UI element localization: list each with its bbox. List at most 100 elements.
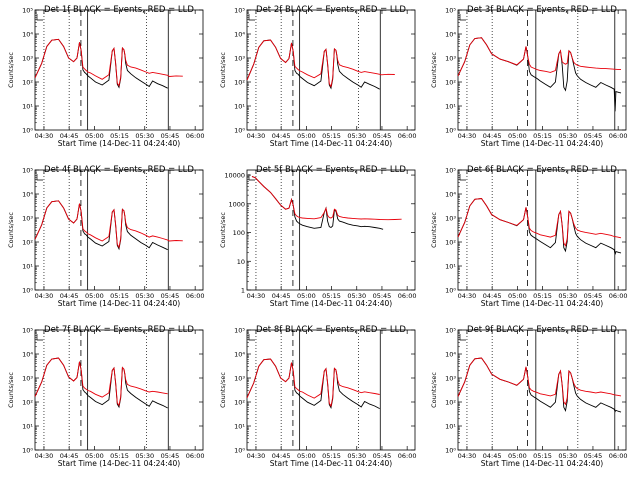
x-tick-label: 05:30 — [135, 292, 154, 300]
y-tick-label: 10¹ — [22, 423, 33, 431]
x-tick-label: 05:45 — [161, 452, 180, 460]
chart-title: Det 9f BLACK = Events, RED = LLD — [467, 325, 617, 335]
y-axis-label: Counts/sec — [7, 212, 15, 248]
chart-panel-1: 10⁰ 10¹ 10² 10³ 10⁴ 10⁵ 04:30 04:45 05:00 05:15 05… — [7, 5, 205, 148]
y-tick-label: 10⁵ — [22, 167, 33, 175]
x-tick-label: 05:30 — [558, 132, 577, 140]
x-tick-label: 05:00 — [85, 452, 104, 460]
y-tick-label: 1 — [241, 287, 245, 295]
y-tick-label: 10⁴ — [234, 31, 245, 39]
corner-bracket — [36, 334, 43, 341]
x-tick-label: 05:30 — [135, 452, 154, 460]
series-line-lld — [457, 198, 622, 247]
y-tick-label: 10¹ — [445, 423, 456, 431]
x-tick-label: 05:45 — [373, 292, 392, 300]
corner-bracket — [248, 174, 255, 181]
y-tick-label: 10³ — [234, 375, 245, 383]
y-axis-label: Counts/sec — [7, 52, 15, 88]
x-tick-label: 04:30 — [247, 452, 266, 460]
y-tick-label: 10⁰ — [234, 127, 245, 135]
x-tick-label: 05:45 — [161, 292, 180, 300]
chart-panel-8: 10⁰ 10¹ 10² 10³ 10⁴ 10⁵ 04:30 04:45 05:00 05:15 05… — [219, 325, 417, 468]
plot-frame — [34, 169, 204, 291]
corner-bracket — [248, 14, 255, 21]
y-axis-label: Counts/sec — [219, 212, 227, 248]
y-tick-label: 10³ — [22, 375, 33, 383]
chart-title: Det 3f BLACK = Events, RED = LLD — [467, 5, 617, 15]
x-tick-label: 05:30 — [558, 292, 577, 300]
x-tick-label: 05:30 — [347, 452, 366, 460]
chart-panel-9: 10⁰ 10¹ 10² 10³ 10⁴ 10⁵ 04:30 04:45 05:00 05:15 05… — [430, 325, 628, 468]
plot-frame — [457, 9, 627, 131]
y-tick-label: 10² — [22, 399, 33, 407]
y-tick-label: 10¹ — [22, 103, 33, 111]
x-tick-label: 04:45 — [60, 452, 79, 460]
x-tick-label: 05:15 — [322, 452, 341, 460]
y-axis-label: Counts/sec — [219, 372, 227, 408]
y-tick-label: 10¹ — [445, 103, 456, 111]
plot-frame — [457, 169, 627, 291]
plot-frame — [246, 9, 416, 131]
x-tick-label: 05:15 — [110, 292, 129, 300]
x-tick-label: 05:00 — [85, 292, 104, 300]
x-tick-label: 05:15 — [322, 292, 341, 300]
x-tick-label: 04:30 — [247, 292, 266, 300]
y-tick-label: 10⁵ — [22, 327, 33, 335]
x-tick-label: 05:45 — [373, 452, 392, 460]
series-line-lld — [251, 175, 402, 221]
y-tick-label: 10⁴ — [445, 351, 456, 359]
y-tick-label: 10⁴ — [234, 351, 245, 359]
plot-frame — [246, 329, 416, 451]
x-tick-label: 05:00 — [85, 132, 104, 140]
chart-panel-2: 10⁰ 10¹ 10² 10³ 10⁴ 10⁵ 04:30 04:45 05:00 05:15 05… — [219, 5, 417, 148]
x-tick-label: 06:00 — [186, 452, 205, 460]
chart-title: Det 2f BLACK = Events, RED = LLD — [256, 5, 406, 15]
x-tick-label: 05:15 — [110, 132, 129, 140]
x-tick-label: 06:00 — [609, 292, 628, 300]
x-tick-label: 05:45 — [584, 292, 603, 300]
series-line-lld — [246, 358, 380, 408]
y-axis-label: Counts/sec — [7, 372, 15, 408]
y-tick-label: 10³ — [22, 55, 33, 63]
chart-title: Det 6f BLACK = Events, RED = LLD — [467, 165, 617, 175]
y-tick-label: 10⁵ — [234, 327, 245, 335]
y-tick-label: 10¹ — [234, 103, 245, 111]
x-tick-label: 05:45 — [584, 132, 603, 140]
chart-title: Det 7f BLACK = Events, RED = LLD — [44, 325, 194, 335]
x-axis-label: Start Time (14-Dec-11 04:24:40) — [270, 459, 392, 468]
x-tick-label: 04:45 — [483, 452, 502, 460]
x-axis-label: Start Time (14-Dec-11 04:24:40) — [481, 139, 603, 148]
chart-title: Det 8f BLACK = Events, RED = LLD — [256, 325, 406, 335]
plot-frame — [457, 329, 627, 451]
y-tick-label: 10⁵ — [445, 167, 456, 175]
chart-title: Det 1f BLACK = Events, RED = LLD — [44, 5, 194, 15]
x-tick-label: 04:45 — [60, 292, 79, 300]
y-tick-label: 10² — [234, 79, 245, 87]
y-tick-label: 10000 — [224, 172, 245, 180]
y-tick-label: 10⁰ — [445, 447, 456, 455]
y-tick-label: 100 — [233, 229, 245, 237]
x-tick-label: 05:00 — [297, 132, 316, 140]
x-tick-label: 05:00 — [508, 292, 527, 300]
y-tick-label: 10⁰ — [22, 287, 33, 295]
x-axis-label: Start Time (14-Dec-11 04:24:40) — [481, 459, 603, 468]
y-tick-label: 10² — [445, 239, 456, 247]
y-tick-label: 10⁵ — [445, 7, 456, 15]
y-tick-label: 10⁰ — [445, 127, 456, 135]
x-tick-label: 05:45 — [373, 132, 392, 140]
x-tick-label: 05:00 — [297, 292, 316, 300]
corner-bracket — [248, 334, 255, 341]
y-tick-label: 10¹ — [445, 263, 456, 271]
y-axis-label: Counts/sec — [219, 52, 227, 88]
x-tick-label: 06:00 — [609, 452, 628, 460]
y-axis-label: Counts/sec — [430, 52, 438, 88]
chart-panel-7: 10⁰ 10¹ 10² 10³ 10⁴ 10⁵ 04:30 04:45 05:00 05:15 05… — [7, 325, 205, 468]
y-tick-label: 10⁰ — [234, 447, 245, 455]
corner-bracket — [36, 174, 43, 181]
y-tick-label: 10³ — [22, 215, 33, 223]
series-line-lld — [246, 39, 395, 88]
x-tick-label: 04:30 — [458, 452, 477, 460]
y-tick-label: 10² — [445, 399, 456, 407]
series-line-lld — [457, 357, 622, 406]
